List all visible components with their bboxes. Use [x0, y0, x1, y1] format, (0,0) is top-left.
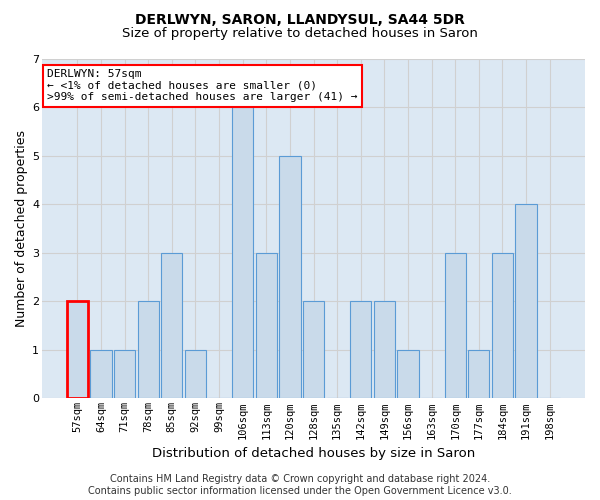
Bar	[256, 253, 277, 398]
Bar	[185, 350, 206, 399]
X-axis label: Distribution of detached houses by size in Saron: Distribution of detached houses by size …	[152, 447, 475, 460]
Bar	[91, 350, 112, 399]
Bar	[397, 350, 419, 399]
Y-axis label: Number of detached properties: Number of detached properties	[15, 130, 28, 327]
Bar	[232, 108, 253, 399]
Bar	[114, 350, 135, 399]
Bar	[515, 204, 537, 398]
Bar	[468, 350, 490, 399]
Bar	[279, 156, 301, 398]
Bar	[492, 253, 513, 398]
Text: Contains HM Land Registry data © Crown copyright and database right 2024.
Contai: Contains HM Land Registry data © Crown c…	[88, 474, 512, 496]
Bar	[374, 302, 395, 398]
Text: DERLWYN: 57sqm
← <1% of detached houses are smaller (0)
>99% of semi-detached ho: DERLWYN: 57sqm ← <1% of detached houses …	[47, 69, 358, 102]
Bar	[67, 302, 88, 398]
Bar	[137, 302, 159, 398]
Bar	[445, 253, 466, 398]
Bar	[303, 302, 324, 398]
Bar	[161, 253, 182, 398]
Bar	[350, 302, 371, 398]
Text: DERLWYN, SARON, LLANDYSUL, SA44 5DR: DERLWYN, SARON, LLANDYSUL, SA44 5DR	[135, 12, 465, 26]
Text: Size of property relative to detached houses in Saron: Size of property relative to detached ho…	[122, 28, 478, 40]
